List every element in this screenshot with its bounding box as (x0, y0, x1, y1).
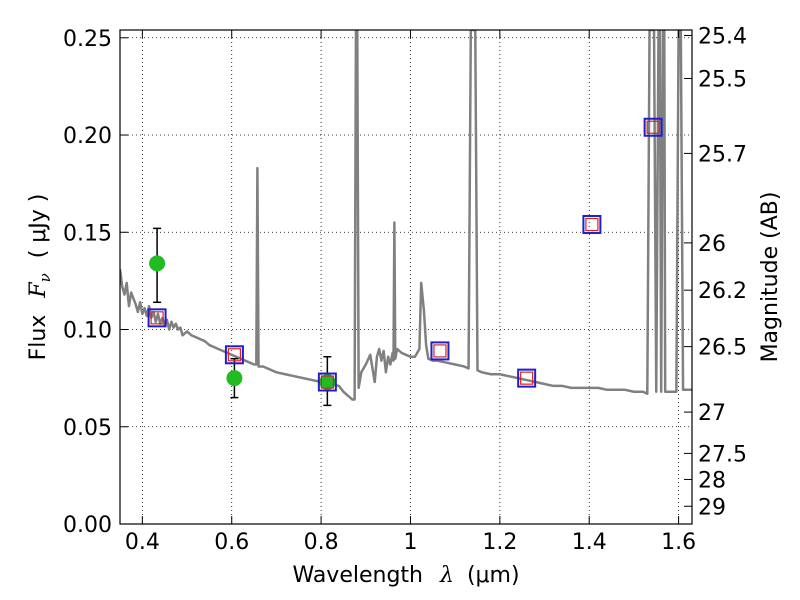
model-flux-box (517, 368, 537, 388)
y-axis-symbol-sub: ν (36, 273, 54, 282)
y2-tick-label: 27 (698, 401, 726, 426)
plot-frame (119, 29, 693, 525)
observed-flux-point (149, 255, 166, 272)
x-axis-label: Wavelength (292, 563, 423, 588)
y2-tick-label: 25.5 (698, 67, 747, 92)
x-axis-unit: (μm) (467, 563, 520, 588)
marker-layer (147, 117, 663, 407)
model-flux-box (147, 308, 167, 328)
model-flux-box-inner (646, 120, 660, 134)
y-axis-label: Flux (26, 315, 51, 361)
model-flux-box-inner (585, 217, 599, 232)
x-tick-label: 0.6 (214, 530, 249, 555)
plot-area (120, 30, 692, 401)
model-flux-box (317, 372, 337, 392)
grid-lines (120, 30, 692, 525)
y2-tick-label: 25.7 (698, 142, 747, 167)
model-flux-box-inner (520, 371, 534, 385)
x-tick-label: 1 (403, 530, 417, 555)
x-tick-label: 1.2 (482, 530, 517, 555)
x-tick-label: 1.6 (661, 530, 696, 555)
model-flux-box-inner (150, 311, 164, 325)
model-flux-box (643, 117, 663, 137)
y2-tick-label: 27.5 (698, 442, 747, 467)
ticks: 0.4 0.6 0.8 1 1.2 1.4 1.6 0.00 0.05 0.10 0.15 0.20 0… (63, 24, 747, 555)
observed-flux-point (226, 370, 243, 387)
y2-tick-label: 26.5 (698, 336, 747, 361)
y2-tick-label: 26 (698, 232, 726, 257)
model-flux-box-inner (320, 375, 334, 389)
y2-tick-label: 26.2 (698, 279, 747, 304)
y-tick-label: 0.25 (63, 27, 112, 52)
y2-tick-label: 25.4 (698, 24, 747, 49)
y-tick-label: 0.15 (63, 221, 112, 246)
y2-tick-label: 29 (698, 495, 726, 520)
model-flux-box-inner (227, 348, 241, 362)
x-tick-label: 0.8 (304, 530, 339, 555)
y-tick-label: 0.05 (63, 416, 112, 441)
model-flux-box (430, 341, 450, 361)
y2-tick-label: 28 (698, 468, 726, 493)
x-tick-label: 1.4 (572, 530, 607, 555)
y-axis-symbol: F (26, 282, 51, 299)
y-tick-label: 0.10 (63, 319, 112, 344)
series-layer (120, 30, 692, 401)
y-tick-label: 0.20 (63, 124, 112, 149)
y-axis-title: Flux Fν ( μJy ) (26, 194, 56, 361)
model-flux-box (582, 214, 602, 234)
observed-flux-point (319, 374, 336, 391)
model-flux-box (224, 345, 244, 365)
y-axis-unit: ( μJy ) (26, 194, 51, 259)
x-axis-symbol: λ (439, 563, 454, 588)
x-axis-title: Wavelength λ (μm) (292, 563, 519, 588)
model-flux-box-inner (433, 344, 447, 358)
model-spectrum-line (120, 30, 692, 401)
y-tick-label: 0.00 (63, 513, 112, 538)
y2-axis-title: Magnitude (AB) (758, 192, 783, 363)
x-tick-label: 0.4 (125, 530, 160, 555)
